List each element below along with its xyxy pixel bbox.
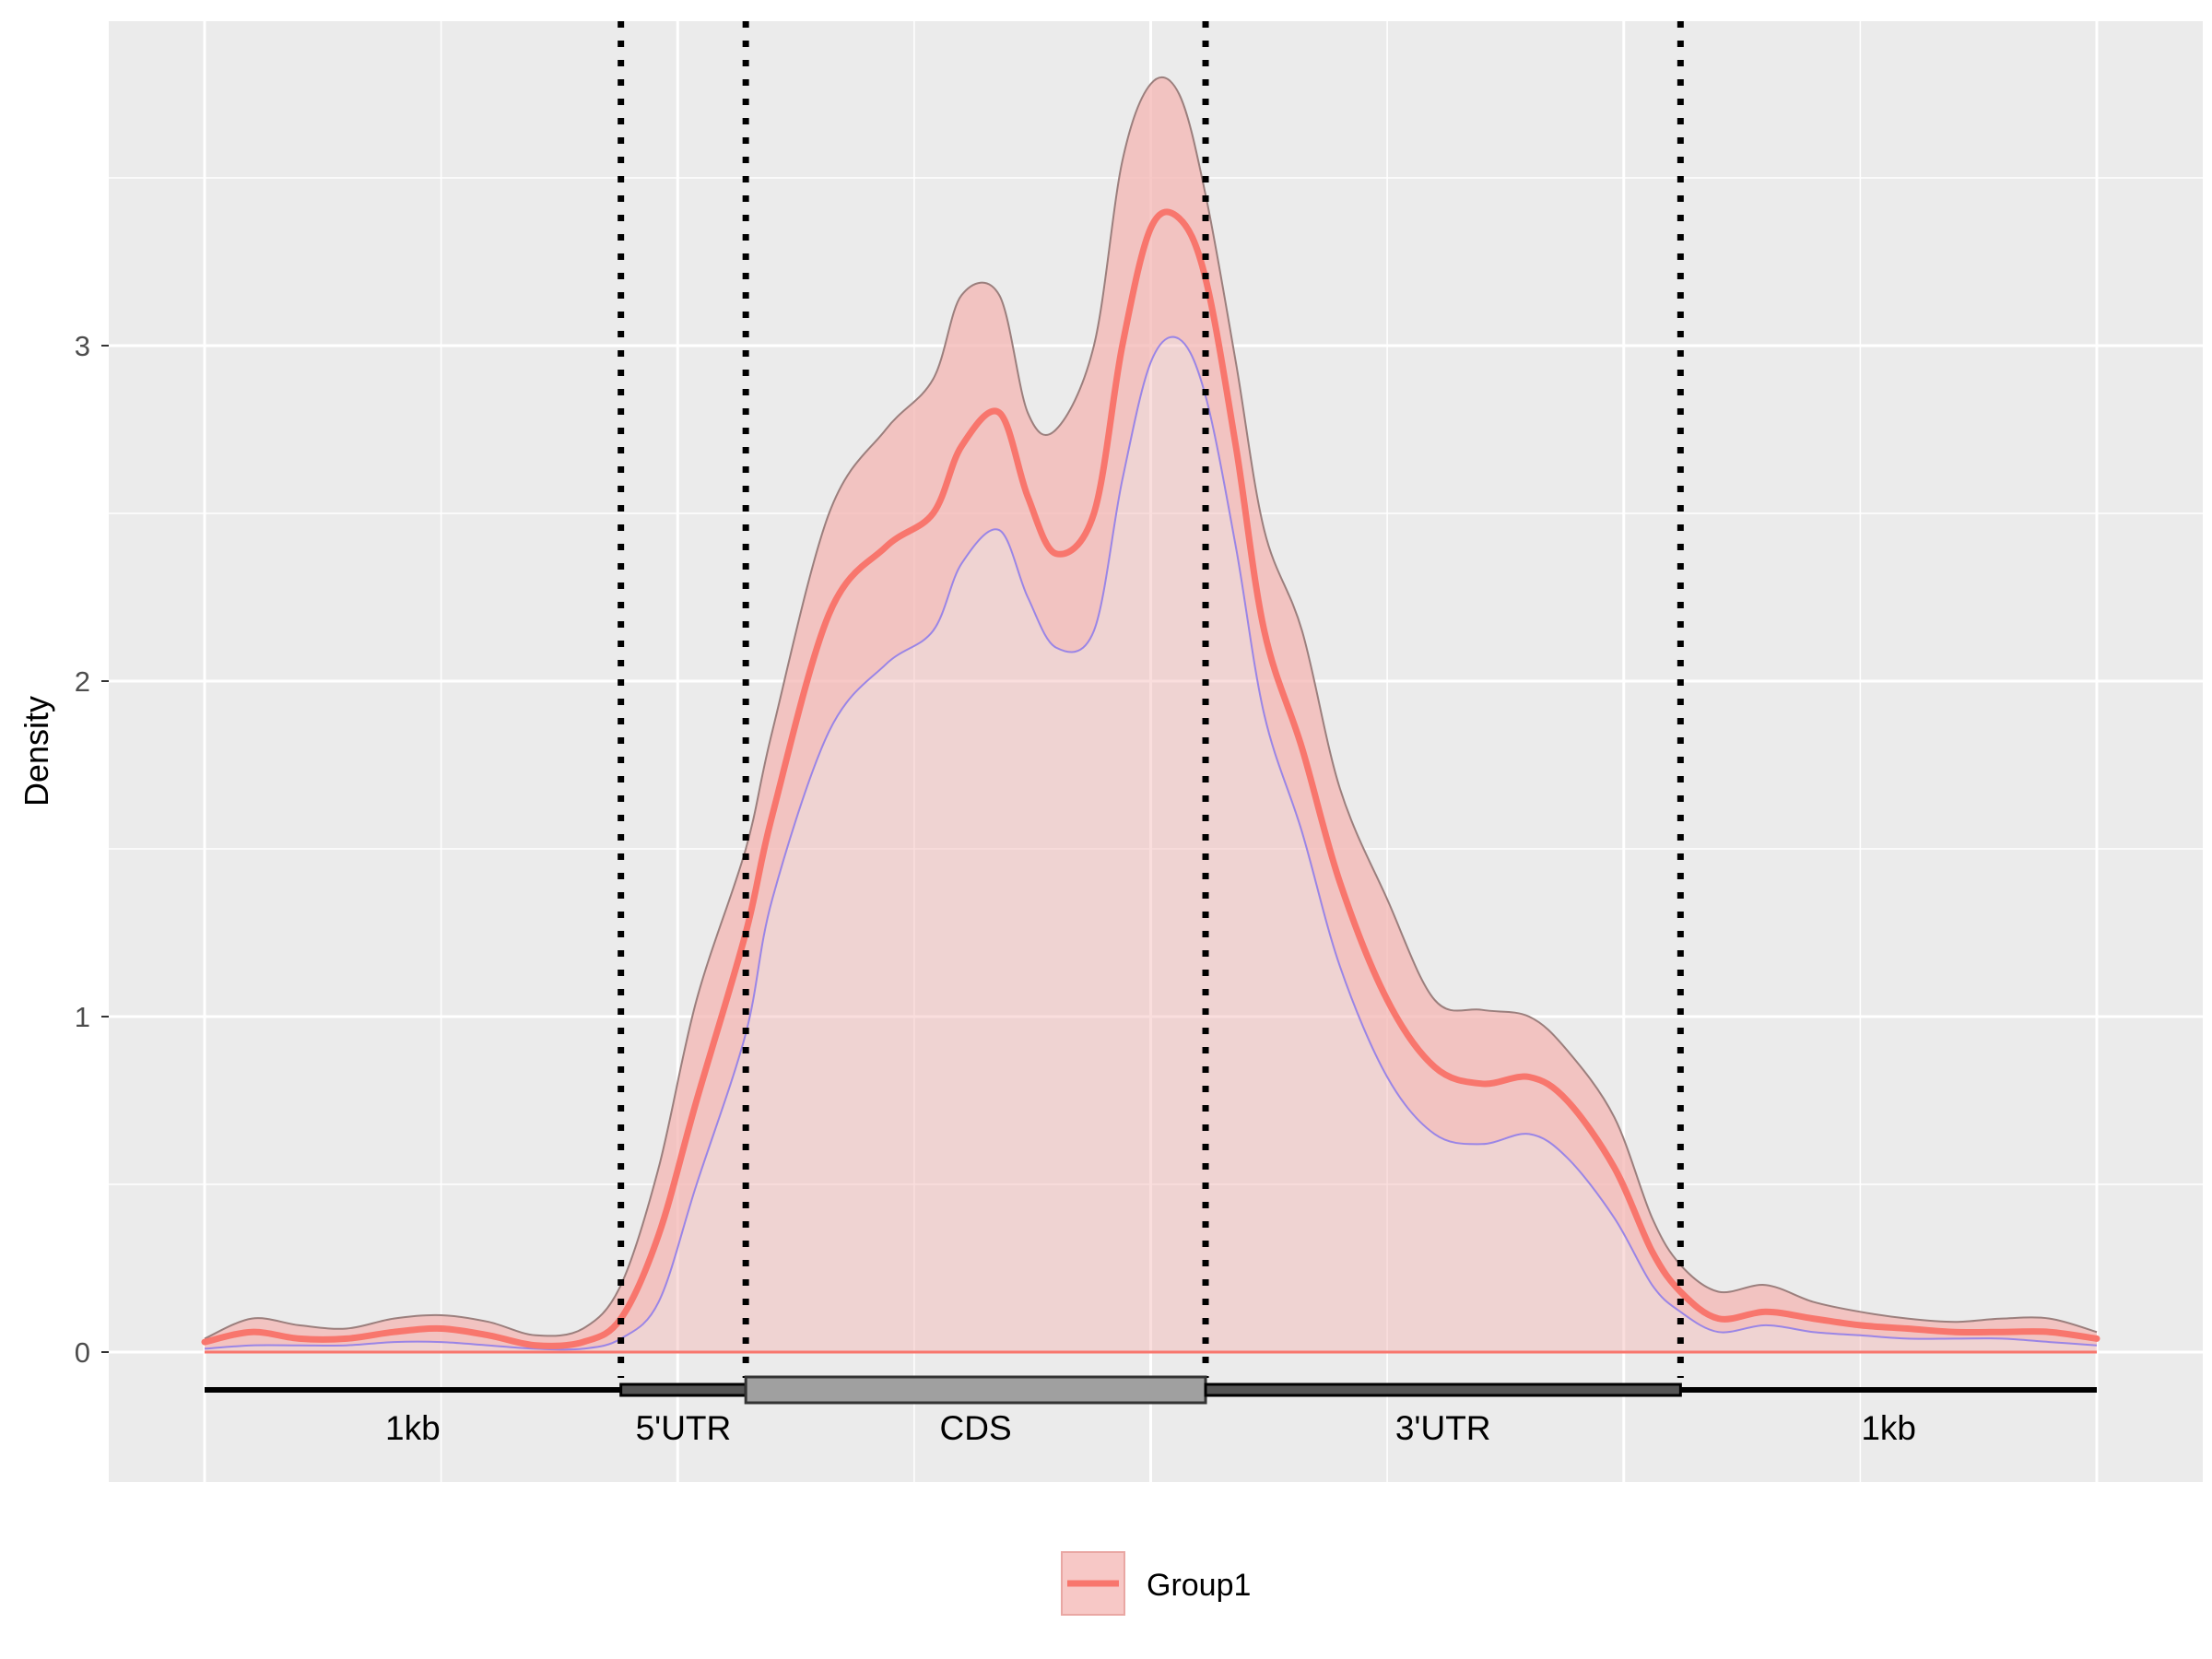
- legend-entry-group1: Group1: [1147, 1568, 1251, 1603]
- utr-box: [1204, 1382, 1682, 1397]
- cds-box: [744, 1375, 1207, 1405]
- region-label: 1kb: [1861, 1409, 1916, 1447]
- region-label: 3'UTR: [1395, 1409, 1491, 1447]
- confidence-ribbon-group1: [205, 76, 2097, 1350]
- region-label: 1kb: [385, 1409, 441, 1447]
- y-axis-title: Density: [18, 696, 55, 806]
- region-label: CDS: [940, 1409, 1012, 1447]
- density-area-group1: [205, 76, 2097, 1353]
- y-tick-label: 2: [75, 665, 90, 698]
- region-boundaries: [618, 21, 1684, 1378]
- y-tick-label: 1: [75, 1001, 90, 1033]
- y-tick-label: 3: [75, 330, 90, 362]
- gene-model: 1kb 5'UTR CDS 3'UTR 1kb: [205, 1375, 2097, 1447]
- region-label: 5'UTR: [636, 1409, 732, 1447]
- utr-box: [619, 1382, 747, 1397]
- legend: Group1: [1061, 1551, 1251, 1616]
- y-tick-label: 0: [75, 1336, 90, 1369]
- y-axis: 0 1 2 3: [75, 330, 109, 1369]
- grid-minor: [109, 21, 2203, 1482]
